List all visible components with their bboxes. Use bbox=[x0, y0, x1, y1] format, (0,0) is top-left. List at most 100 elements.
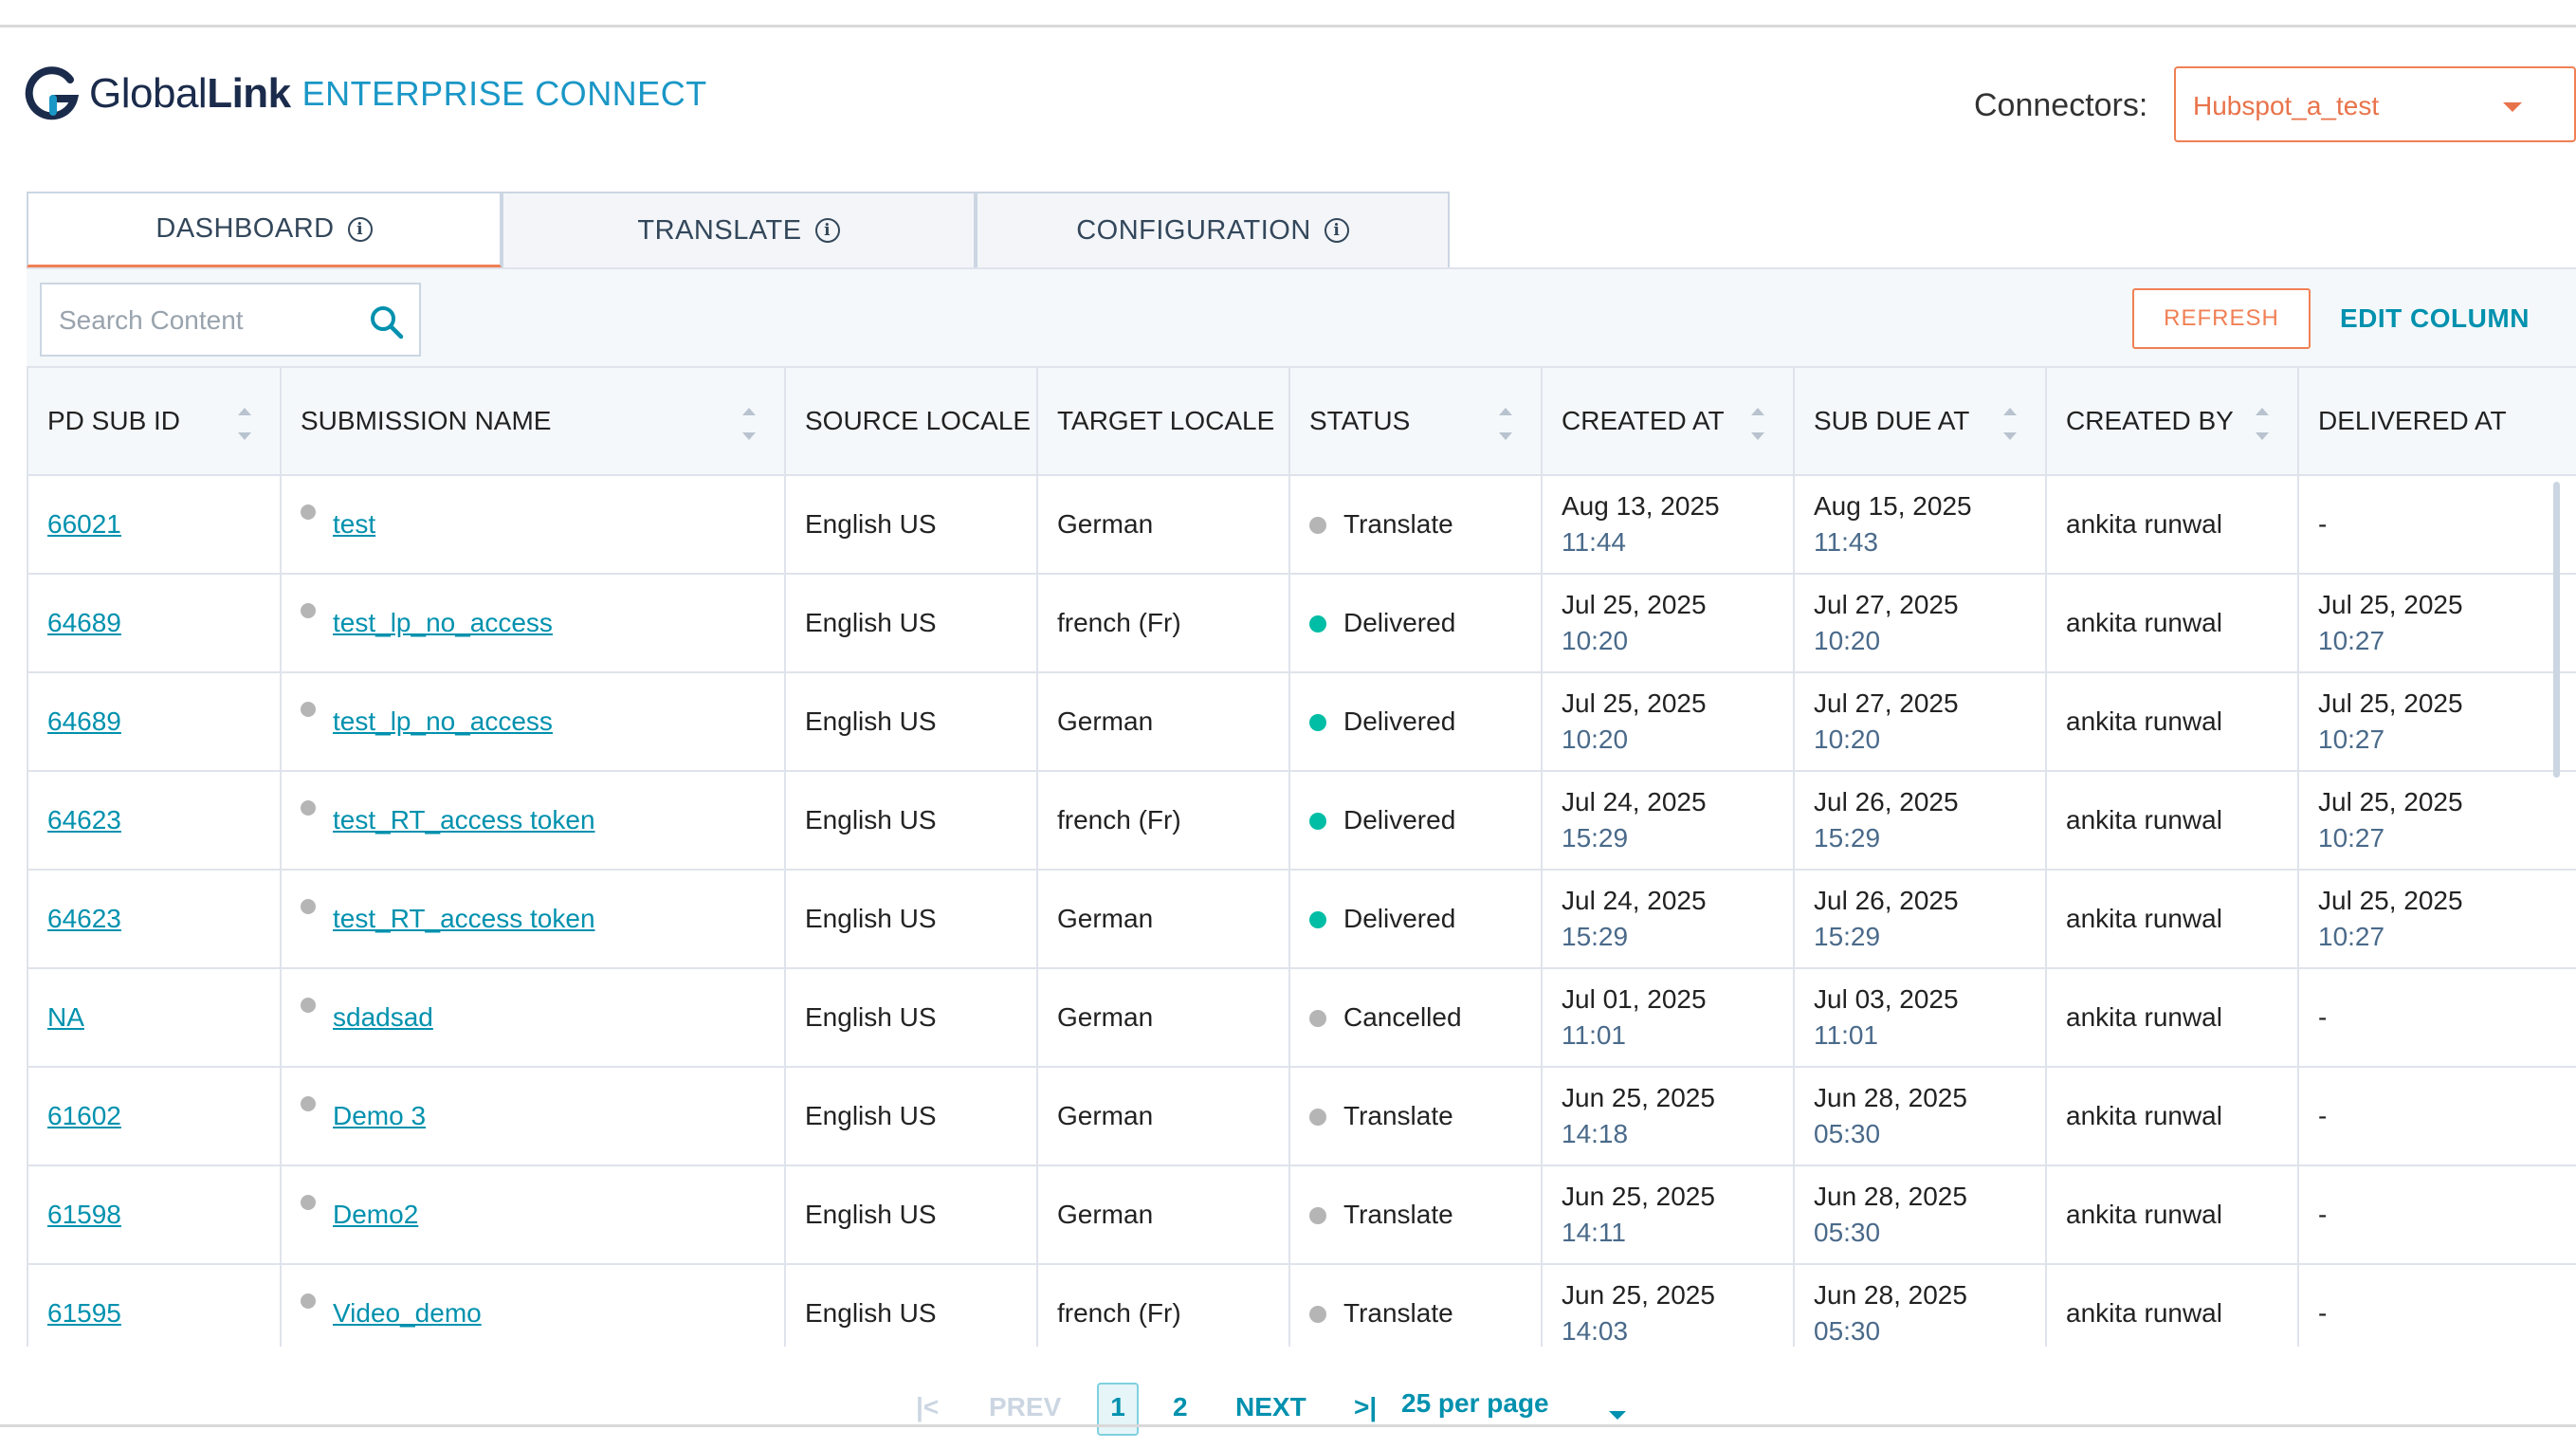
submission-name-link[interactable]: test_lp_no_access bbox=[333, 706, 553, 736]
target-locale-cell: German bbox=[1037, 968, 1290, 1068]
table-row[interactable]: 61595 Video_demo English US french (Fr) Tran… bbox=[28, 1264, 2576, 1347]
submission-name-link[interactable]: test_RT_access token bbox=[333, 805, 595, 835]
search-icon[interactable] bbox=[368, 303, 406, 341]
delivered-at-cell: - bbox=[2298, 475, 2576, 575]
status-label: Translate bbox=[1343, 1200, 1453, 1229]
status-label: Delivered bbox=[1343, 805, 1456, 835]
status-cell: Delivered bbox=[1289, 672, 1543, 772]
delivered-at-cell: Jul 25, 2025 10:27 bbox=[2298, 574, 2576, 673]
connector-dropdown[interactable]: Hubspot_a_test bbox=[2174, 66, 2576, 142]
column-header[interactable]: SUB DUE AT bbox=[1794, 366, 2047, 476]
sort-icon[interactable] bbox=[238, 408, 251, 440]
submission-name-link[interactable]: test bbox=[333, 509, 376, 539]
sort-icon[interactable] bbox=[742, 408, 756, 440]
page-1-button[interactable]: 1 bbox=[1097, 1383, 1139, 1436]
submission-name-link[interactable]: Demo2 bbox=[333, 1200, 419, 1229]
submission-name-link[interactable]: test_RT_access token bbox=[333, 904, 595, 933]
delivered-date: - bbox=[2318, 1002, 2328, 1032]
table-row[interactable]: NA sdadsad English US German Cancelled Jul 01… bbox=[28, 968, 2576, 1068]
pd-sub-id-link[interactable]: NA bbox=[47, 1002, 84, 1032]
page-2-button[interactable]: 2 bbox=[1173, 1392, 1188, 1421]
table-row[interactable]: 64623 test_RT_access token English US frenc… bbox=[28, 771, 2576, 871]
column-header[interactable]: CREATED AT bbox=[1542, 366, 1795, 476]
pd-sub-id-cell: 61598 bbox=[28, 1165, 282, 1265]
due-date: Jun 28, 2025 bbox=[1814, 1280, 1967, 1310]
pd-sub-id-link[interactable]: 61602 bbox=[47, 1101, 121, 1130]
table-row[interactable]: 64623 test_RT_access token English US Germa… bbox=[28, 870, 2576, 969]
status-dot-icon bbox=[1309, 714, 1326, 731]
table-row[interactable]: 61598 Demo2 English US German Translate Jun 2… bbox=[28, 1165, 2576, 1265]
pd-sub-id-link[interactable]: 64689 bbox=[47, 608, 121, 637]
submission-name-link[interactable]: test_lp_no_access bbox=[333, 608, 553, 637]
table-scrollbar[interactable] bbox=[2553, 482, 2560, 778]
status-dot-icon bbox=[1309, 517, 1326, 534]
sub-due-at-cell: Jul 27, 2025 10:20 bbox=[1794, 574, 2047, 673]
info-icon[interactable]: i bbox=[347, 216, 373, 242]
pd-sub-id-link[interactable]: 64623 bbox=[47, 904, 121, 933]
column-header[interactable]: TARGET LOCALE bbox=[1037, 366, 1290, 476]
tab-dashboard[interactable]: DASHBOARD i bbox=[27, 192, 502, 267]
target-locale-cell: french (Fr) bbox=[1037, 1264, 1290, 1347]
delivered-at-cell: - bbox=[2298, 968, 2576, 1068]
column-header[interactable]: PD SUB ID bbox=[28, 366, 282, 476]
refresh-button[interactable]: REFRESH bbox=[2132, 288, 2311, 349]
sort-icon[interactable] bbox=[1499, 408, 1512, 440]
submission-dot-icon bbox=[301, 1195, 316, 1210]
table-row[interactable]: 66021 test English US German Translate Aug 13… bbox=[28, 475, 2576, 575]
sort-icon[interactable] bbox=[1751, 408, 1764, 440]
status-label: Translate bbox=[1343, 509, 1453, 539]
pd-sub-id-cell: 64623 bbox=[28, 771, 282, 871]
submission-name-link[interactable]: sdadsad bbox=[333, 1002, 433, 1032]
last-page-button[interactable]: >| bbox=[1354, 1392, 1378, 1421]
table-row[interactable]: 64689 test_lp_no_access English US french (… bbox=[28, 574, 2576, 673]
created-date: Jun 25, 2025 bbox=[1562, 1280, 1715, 1310]
created-by-cell: ankita runwal bbox=[2046, 968, 2299, 1068]
delivered-date: - bbox=[2318, 1200, 2328, 1229]
next-page-button[interactable]: NEXT bbox=[1235, 1392, 1306, 1421]
status-label: Delivered bbox=[1343, 706, 1456, 736]
pd-sub-id-link[interactable]: 66021 bbox=[47, 509, 121, 539]
sort-icon[interactable] bbox=[2256, 408, 2269, 440]
column-header-label: SUB DUE AT bbox=[1814, 406, 1970, 435]
column-header[interactable]: DELIVERED AT bbox=[2298, 366, 2576, 476]
first-page-button[interactable]: |< bbox=[916, 1392, 940, 1421]
sub-due-at-cell: Jul 27, 2025 10:20 bbox=[1794, 672, 2047, 772]
column-header-label: SUBMISSION NAME bbox=[301, 406, 552, 435]
pd-sub-id-link[interactable]: 64623 bbox=[47, 805, 121, 835]
created-by-cell: ankita runwal bbox=[2046, 771, 2299, 871]
submission-name-link[interactable]: Video_demo bbox=[333, 1298, 482, 1328]
column-header[interactable]: STATUS bbox=[1289, 366, 1543, 476]
prev-page-button[interactable]: PREV bbox=[989, 1392, 1062, 1421]
column-header[interactable]: SOURCE LOCALE bbox=[785, 366, 1038, 476]
tab-translate[interactable]: TRANSLATE i bbox=[502, 192, 976, 267]
status-cell: Delivered bbox=[1289, 870, 1543, 969]
column-header[interactable]: CREATED BY bbox=[2046, 366, 2299, 476]
sort-icon[interactable] bbox=[2003, 408, 2017, 440]
search-input[interactable] bbox=[59, 303, 343, 338]
submission-name-link[interactable]: Demo 3 bbox=[333, 1101, 427, 1130]
created-date: Aug 13, 2025 bbox=[1562, 491, 1720, 521]
pd-sub-id-link[interactable]: 61595 bbox=[47, 1298, 121, 1328]
submission-dot-icon bbox=[301, 504, 316, 520]
info-icon[interactable]: i bbox=[814, 218, 840, 243]
created-time: 11:44 bbox=[1562, 527, 1626, 557]
status-label: Delivered bbox=[1343, 904, 1456, 933]
per-page-select[interactable]: 25 per page bbox=[1401, 1388, 1549, 1418]
info-icon[interactable]: i bbox=[1324, 218, 1349, 243]
column-header-label: PD SUB ID bbox=[47, 406, 181, 435]
edit-column-button[interactable]: EDIT COLUMN bbox=[2340, 303, 2530, 333]
table-body: 66021 test English US German Translate Aug 13… bbox=[28, 475, 2576, 1347]
delivered-at-cell: - bbox=[2298, 1264, 2576, 1347]
pd-sub-id-link[interactable]: 61598 bbox=[47, 1200, 121, 1229]
pd-sub-id-link[interactable]: 64689 bbox=[47, 706, 121, 736]
table-row[interactable]: 64689 test_lp_no_access English US German De… bbox=[28, 672, 2576, 772]
submission-dot-icon bbox=[301, 1293, 316, 1309]
caret-down-icon[interactable] bbox=[1609, 1411, 1626, 1420]
table-row[interactable]: 61602 Demo 3 English US German Translate Jun … bbox=[28, 1067, 2576, 1166]
globallink-g-icon bbox=[25, 66, 80, 120]
column-header[interactable]: SUBMISSION NAME bbox=[281, 366, 786, 476]
due-time: 05:30 bbox=[1814, 1218, 1881, 1247]
tab-configuration[interactable]: CONFIGURATION i bbox=[976, 192, 1450, 267]
tab-dashboard-label: DASHBOARD bbox=[155, 213, 335, 244]
